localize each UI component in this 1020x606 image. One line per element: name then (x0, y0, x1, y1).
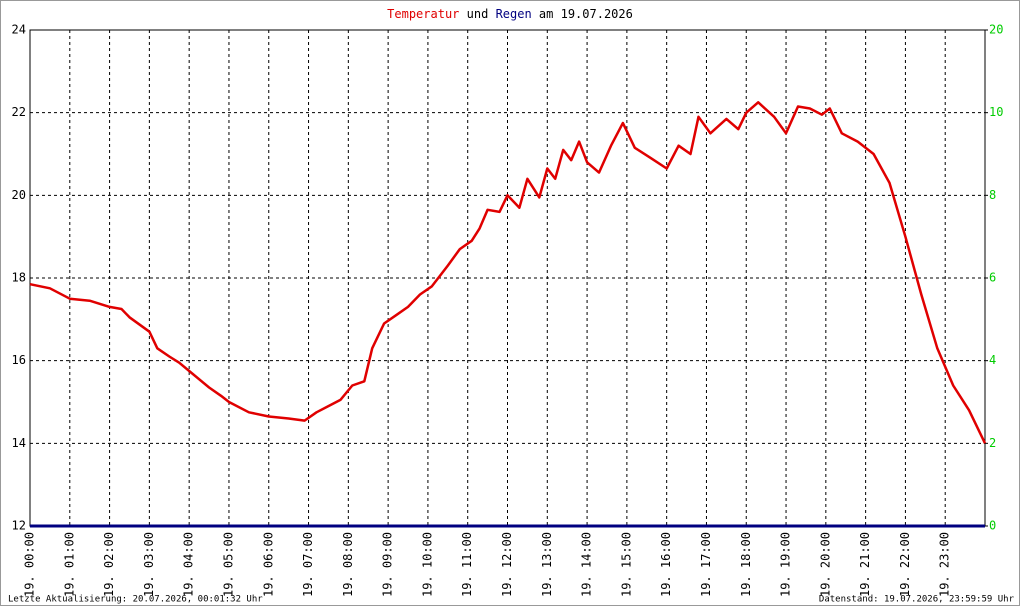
y2-tick-label: 8 (989, 188, 996, 202)
x-tick-label: 19. 17:00 (699, 532, 713, 597)
y2-tick-label: 6 (989, 271, 996, 285)
y-tick-label: 14 (12, 436, 26, 450)
x-tick-label: 19. 11:00 (460, 532, 474, 597)
x-tick-label: 19. 16:00 (659, 532, 673, 597)
y-tick-label: 18 (12, 271, 26, 285)
title-series-1: Temperatur (387, 7, 459, 21)
title-joiner: und (467, 7, 489, 21)
x-tick-label: 19. 15:00 (619, 532, 633, 597)
title-date: am 19.07.2026 (539, 7, 633, 21)
y-tick-label: 12 (12, 519, 26, 533)
y2-tick-label: 4 (989, 353, 996, 367)
x-tick-label: 19. 13:00 (540, 532, 554, 597)
x-tick-label: 19. 12:00 (500, 532, 514, 597)
x-tick-label: 19. 09:00 (381, 532, 395, 597)
footer-right: Datenstand: 19.07.2026, 23:59:59 Uhr (819, 595, 1015, 605)
x-tick-label: 19. 21:00 (858, 532, 872, 597)
title-series-2: Regen (496, 7, 532, 21)
x-tick-label: 19. 18:00 (739, 532, 753, 597)
series-line (29, 101, 987, 444)
x-tick-label: 19. 22:00 (898, 532, 912, 597)
x-tick-label: 19. 14:00 (580, 532, 594, 597)
y-tick-label: 20 (12, 188, 26, 202)
x-tick-label: 19. 03:00 (142, 532, 156, 597)
x-tick-label: 19. 02:00 (102, 532, 116, 597)
chart-title: Temperatur und Regen am 19.07.2026 (387, 7, 633, 21)
x-tick-label: 19. 05:00 (221, 532, 235, 597)
x-tick-label: 19. 08:00 (341, 532, 355, 597)
x-tick-label: 19. 07:00 (301, 532, 315, 597)
x-tick-label: 19. 00:00 (23, 532, 37, 597)
y-tick-label: 22 (12, 105, 26, 119)
footer-left: Letzte Aktualisierung: 20.07.2026, 00:01… (8, 595, 263, 605)
x-tick-label: 19. 20:00 (818, 532, 832, 597)
x-tick-label: 19. 04:00 (182, 532, 196, 597)
x-tick-label: 19. 01:00 (62, 532, 76, 597)
y-tick-label: 24 (12, 23, 26, 37)
y2-tick-label: 20 (989, 23, 1003, 37)
x-tick-label: 19. 23:00 (938, 532, 952, 597)
y-tick-label: 16 (12, 353, 26, 367)
x-tick-label: 19. 06:00 (261, 532, 275, 597)
y2-tick-label: 0 (989, 519, 996, 533)
y2-tick-label: 10 (989, 105, 1003, 119)
y2-tick-label: 2 (989, 436, 996, 450)
x-tick-label: 19. 10:00 (420, 532, 434, 597)
x-tick-label: 19. 19:00 (779, 532, 793, 597)
